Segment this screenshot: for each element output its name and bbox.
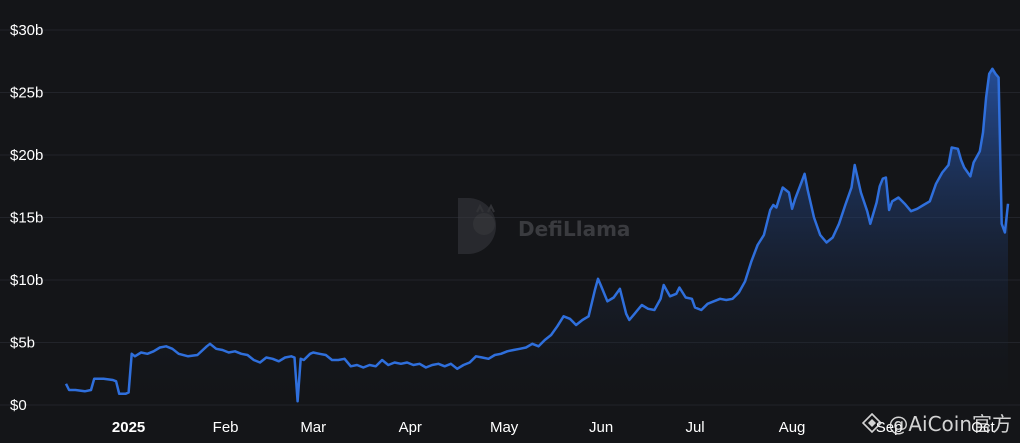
x-tick-label: Mar xyxy=(300,419,326,436)
x-tick-label: May xyxy=(490,419,519,436)
y-tick-label: $10b xyxy=(10,272,43,289)
corner-watermark: @AiCoin官方 xyxy=(862,408,1012,437)
x-tick-label: Jul xyxy=(685,419,704,436)
watermark-text: DefiLlama xyxy=(518,217,630,241)
diamond-logo-icon xyxy=(862,412,883,433)
x-tick-label: Sep xyxy=(876,419,903,436)
tvl-area xyxy=(66,68,1008,406)
y-tick-label: $25b xyxy=(10,85,43,102)
x-tick-label: Aug xyxy=(779,419,806,436)
x-tick-label: Feb xyxy=(213,419,239,436)
llama-icon xyxy=(458,198,496,254)
gridlines xyxy=(0,29,1020,406)
x-tick-label: Apr xyxy=(399,419,422,436)
x-tick-label: Oct xyxy=(971,419,995,436)
y-tick-label: $0 xyxy=(10,397,27,414)
tvl-line xyxy=(64,67,1010,403)
y-tick-label: $20b xyxy=(10,147,43,164)
watermark-llama: DefiLlama xyxy=(458,198,630,254)
y-axis-labels: $0 $5b $10b $15b $20b $25b $30b xyxy=(10,22,43,414)
y-tick-label: $30b xyxy=(10,22,43,39)
y-tick-label: $5b xyxy=(10,335,35,352)
corner-watermark-text: @AiCoin官方 xyxy=(888,412,1012,436)
x-tick-label: Jun xyxy=(589,419,613,436)
x-tick-label: 2025 xyxy=(112,419,145,436)
y-tick-label: $15b xyxy=(10,210,43,227)
x-axis-labels: 2025 Feb Mar Apr May Jun Jul Aug Sep Oct xyxy=(112,419,996,436)
